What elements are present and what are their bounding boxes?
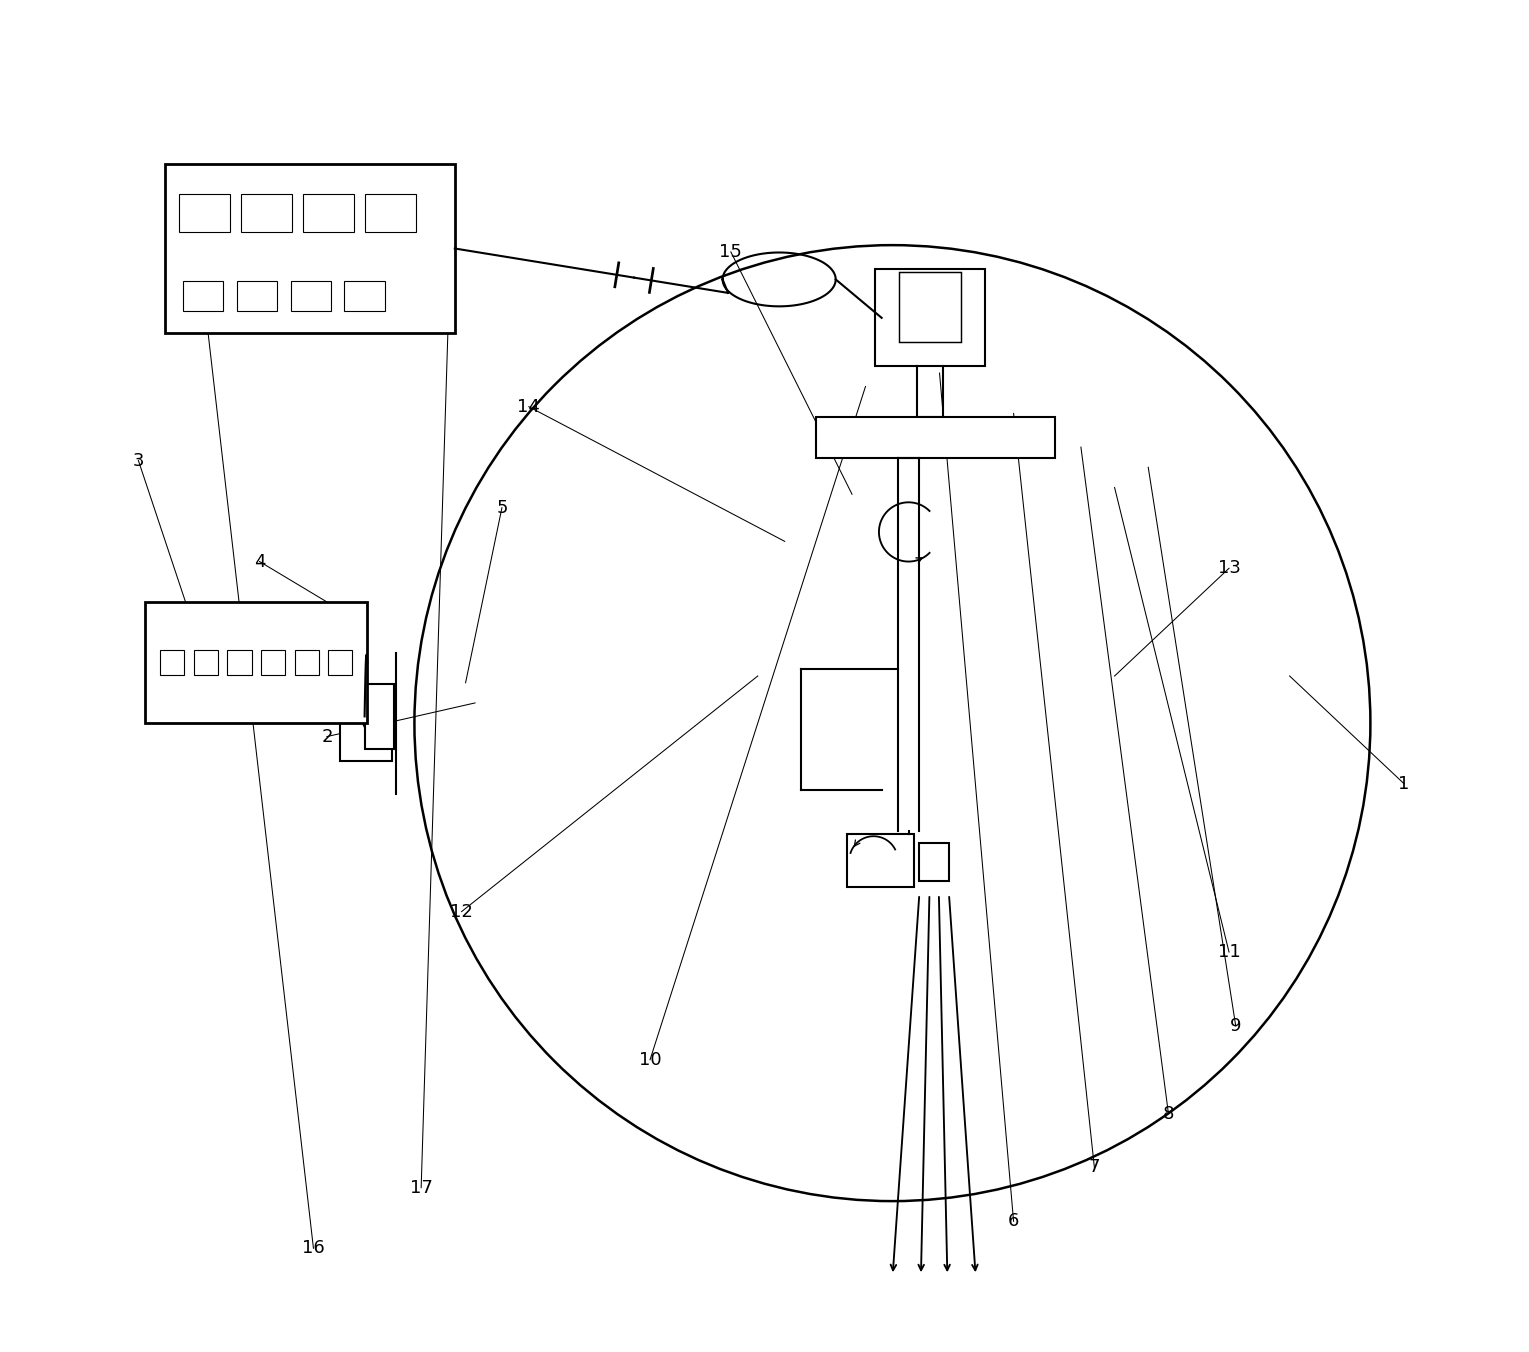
FancyBboxPatch shape — [228, 650, 251, 675]
FancyBboxPatch shape — [899, 272, 962, 342]
FancyBboxPatch shape — [179, 193, 229, 231]
Text: 13: 13 — [1217, 560, 1240, 577]
FancyBboxPatch shape — [364, 684, 394, 749]
FancyBboxPatch shape — [364, 193, 416, 231]
FancyBboxPatch shape — [161, 650, 183, 675]
FancyBboxPatch shape — [815, 418, 1055, 458]
FancyBboxPatch shape — [194, 650, 217, 675]
Text: 7: 7 — [1089, 1159, 1101, 1176]
Text: 8: 8 — [1162, 1105, 1174, 1122]
Text: 3: 3 — [133, 452, 144, 469]
Text: 17: 17 — [410, 1179, 433, 1197]
FancyBboxPatch shape — [183, 281, 223, 311]
FancyBboxPatch shape — [344, 281, 385, 311]
FancyBboxPatch shape — [145, 602, 367, 723]
FancyBboxPatch shape — [295, 650, 320, 675]
Text: 15: 15 — [720, 243, 742, 261]
Text: 14: 14 — [517, 397, 540, 415]
Text: 12: 12 — [450, 903, 472, 921]
FancyBboxPatch shape — [341, 687, 391, 761]
Text: 4: 4 — [254, 553, 266, 571]
Text: 1: 1 — [1399, 775, 1410, 792]
FancyBboxPatch shape — [165, 165, 454, 333]
FancyBboxPatch shape — [847, 834, 914, 887]
Text: 5: 5 — [497, 499, 508, 516]
FancyBboxPatch shape — [240, 193, 292, 231]
FancyBboxPatch shape — [919, 842, 950, 880]
Text: 2: 2 — [321, 727, 333, 745]
Text: 11: 11 — [1217, 944, 1240, 961]
Text: 6: 6 — [1008, 1213, 1020, 1230]
FancyBboxPatch shape — [291, 281, 330, 311]
Text: 10: 10 — [639, 1051, 662, 1068]
FancyBboxPatch shape — [875, 269, 985, 366]
Text: 16: 16 — [303, 1240, 324, 1257]
FancyBboxPatch shape — [261, 650, 286, 675]
FancyBboxPatch shape — [237, 281, 277, 311]
FancyBboxPatch shape — [303, 193, 353, 231]
Text: 9: 9 — [1229, 1017, 1242, 1036]
FancyBboxPatch shape — [329, 650, 353, 675]
